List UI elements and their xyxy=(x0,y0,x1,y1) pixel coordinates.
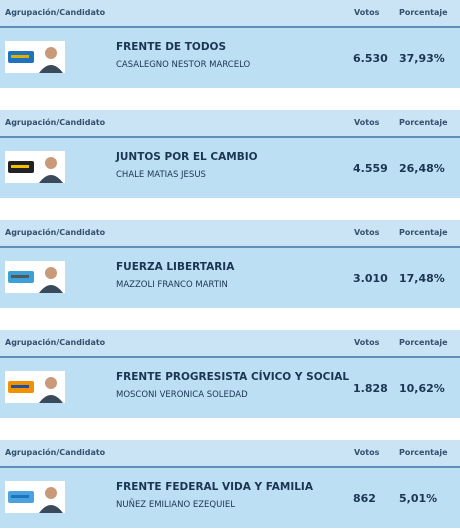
result-block: Agrupación/Candidato Votos Porcentaje FRENT… xyxy=(0,440,460,528)
result-block: Agrupación/Candidato Votos Porcentaje FRENT… xyxy=(0,0,460,88)
party-name: FRENTE DE TODOS xyxy=(116,41,227,53)
column-header: Votos xyxy=(354,448,380,457)
votes: 1.828 xyxy=(353,382,388,395)
header-row: Agrupación/Candidato Votos Porcentaje xyxy=(0,330,460,358)
votes: 6.530 xyxy=(353,52,388,65)
column-header: Porcentaje xyxy=(399,448,448,457)
column-header: Porcentaje xyxy=(399,338,448,347)
column-header: Agrupación/Candidato xyxy=(5,448,106,457)
result-row: FRENTE FEDERAL VIDA Y FAMILIA NUÑEZ EMILI… xyxy=(0,468,460,528)
party-logo xyxy=(5,261,65,293)
result-row: FRENTE DE TODOS CASALEGNO NESTOR MARCELO 6… xyxy=(0,28,460,88)
column-header: Votos xyxy=(354,8,380,17)
party-name: FUERZA LIBERTARIA xyxy=(116,261,235,273)
result-row: FUERZA LIBERTARIA MAZZOLI FRANCO MARTIN 3.… xyxy=(0,248,460,308)
votes: 4.559 xyxy=(353,162,388,175)
candidate-name: NUÑEZ EMILIANO EZEQUIEL xyxy=(116,500,235,510)
result-row: FRENTE PROGRESISTA CÍVICO Y SOCIAL MOSCON… xyxy=(0,358,460,418)
column-header: Votos xyxy=(354,118,380,127)
column-header: Porcentaje xyxy=(399,228,448,237)
candidate-name: MOSCONI VERONICA SOLEDAD xyxy=(116,390,248,400)
column-header: Agrupación/Candidato xyxy=(5,338,106,347)
party-name: FRENTE PROGRESISTA CÍVICO Y SOCIAL xyxy=(116,371,350,383)
percentage: 10,62% xyxy=(399,382,445,395)
column-header: Agrupación/Candidato xyxy=(5,228,106,237)
votes: 862 xyxy=(353,492,376,505)
party-name: JUNTOS POR EL CAMBIO xyxy=(116,151,258,163)
candidate-name: MAZZOLI FRANCO MARTIN xyxy=(116,280,228,290)
column-header: Votos xyxy=(354,228,380,237)
result-row: JUNTOS POR EL CAMBIO CHALE MATIAS JESUS 4.… xyxy=(0,138,460,198)
candidate-name: CHALE MATIAS JESUS xyxy=(116,170,206,180)
party-logo xyxy=(5,41,65,73)
percentage: 26,48% xyxy=(399,162,445,175)
logo-art xyxy=(8,157,63,183)
party-logo xyxy=(5,151,65,183)
column-header: Porcentaje xyxy=(399,8,448,17)
party-name: FRENTE FEDERAL VIDA Y FAMILIA xyxy=(116,481,313,493)
result-block: Agrupación/Candidato Votos Porcentaje FRENT… xyxy=(0,330,460,418)
column-header: Votos xyxy=(354,338,380,347)
logo-art xyxy=(8,267,63,293)
result-block: Agrupación/Candidato Votos Porcentaje JUNTO… xyxy=(0,110,460,198)
header-row: Agrupación/Candidato Votos Porcentaje xyxy=(0,0,460,28)
percentage: 17,48% xyxy=(399,272,445,285)
votes: 3.010 xyxy=(353,272,388,285)
logo-art xyxy=(8,47,63,73)
party-logo xyxy=(5,371,65,403)
header-row: Agrupación/Candidato Votos Porcentaje xyxy=(0,440,460,468)
column-header: Agrupación/Candidato xyxy=(5,118,106,127)
header-row: Agrupación/Candidato Votos Porcentaje xyxy=(0,220,460,248)
logo-art xyxy=(8,487,63,513)
logo-art xyxy=(8,377,63,403)
percentage: 37,93% xyxy=(399,52,445,65)
column-header: Agrupación/Candidato xyxy=(5,8,106,17)
column-header: Porcentaje xyxy=(399,118,448,127)
result-block: Agrupación/Candidato Votos Porcentaje FUERZ… xyxy=(0,220,460,308)
percentage: 5,01% xyxy=(399,492,438,505)
header-row: Agrupación/Candidato Votos Porcentaje xyxy=(0,110,460,138)
candidate-name: CASALEGNO NESTOR MARCELO xyxy=(116,60,251,70)
party-logo xyxy=(5,481,65,513)
